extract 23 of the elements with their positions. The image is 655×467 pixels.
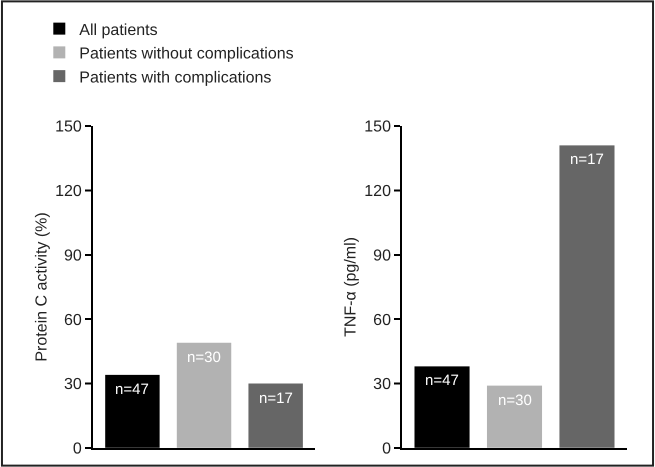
annotation: n=47: [115, 381, 149, 398]
y-axis-title: TNF-α (pg/ml): [342, 237, 360, 337]
legend-label: All patients: [79, 22, 158, 39]
y-tick-label: 120: [364, 183, 392, 200]
annotation: n=17: [259, 390, 293, 407]
y-tick-label: 60: [64, 312, 82, 329]
y-axis-title: Protein C activity (%): [34, 212, 51, 362]
y-tick-label: 0: [72, 440, 82, 458]
legend-label: Patients without complications: [79, 46, 294, 63]
y-tick-label: 150: [55, 118, 82, 136]
y-tick-label: 150: [364, 118, 392, 136]
y-tick-label: 90: [64, 247, 82, 264]
legend-label: Patients with complications: [79, 69, 272, 86]
annotation: n=17: [570, 151, 604, 168]
y-tick-label: 30: [64, 376, 82, 394]
y-tick-label: 120: [55, 183, 82, 200]
annotation: n=30: [498, 392, 532, 409]
y-tick-label: 60: [373, 312, 392, 329]
y-tick-label: 90: [373, 247, 392, 264]
annotation: n=30: [187, 349, 221, 366]
annotation: n=47: [425, 372, 459, 389]
y-tick-label: 0: [382, 440, 392, 458]
y-tick-label: 30: [373, 376, 392, 394]
